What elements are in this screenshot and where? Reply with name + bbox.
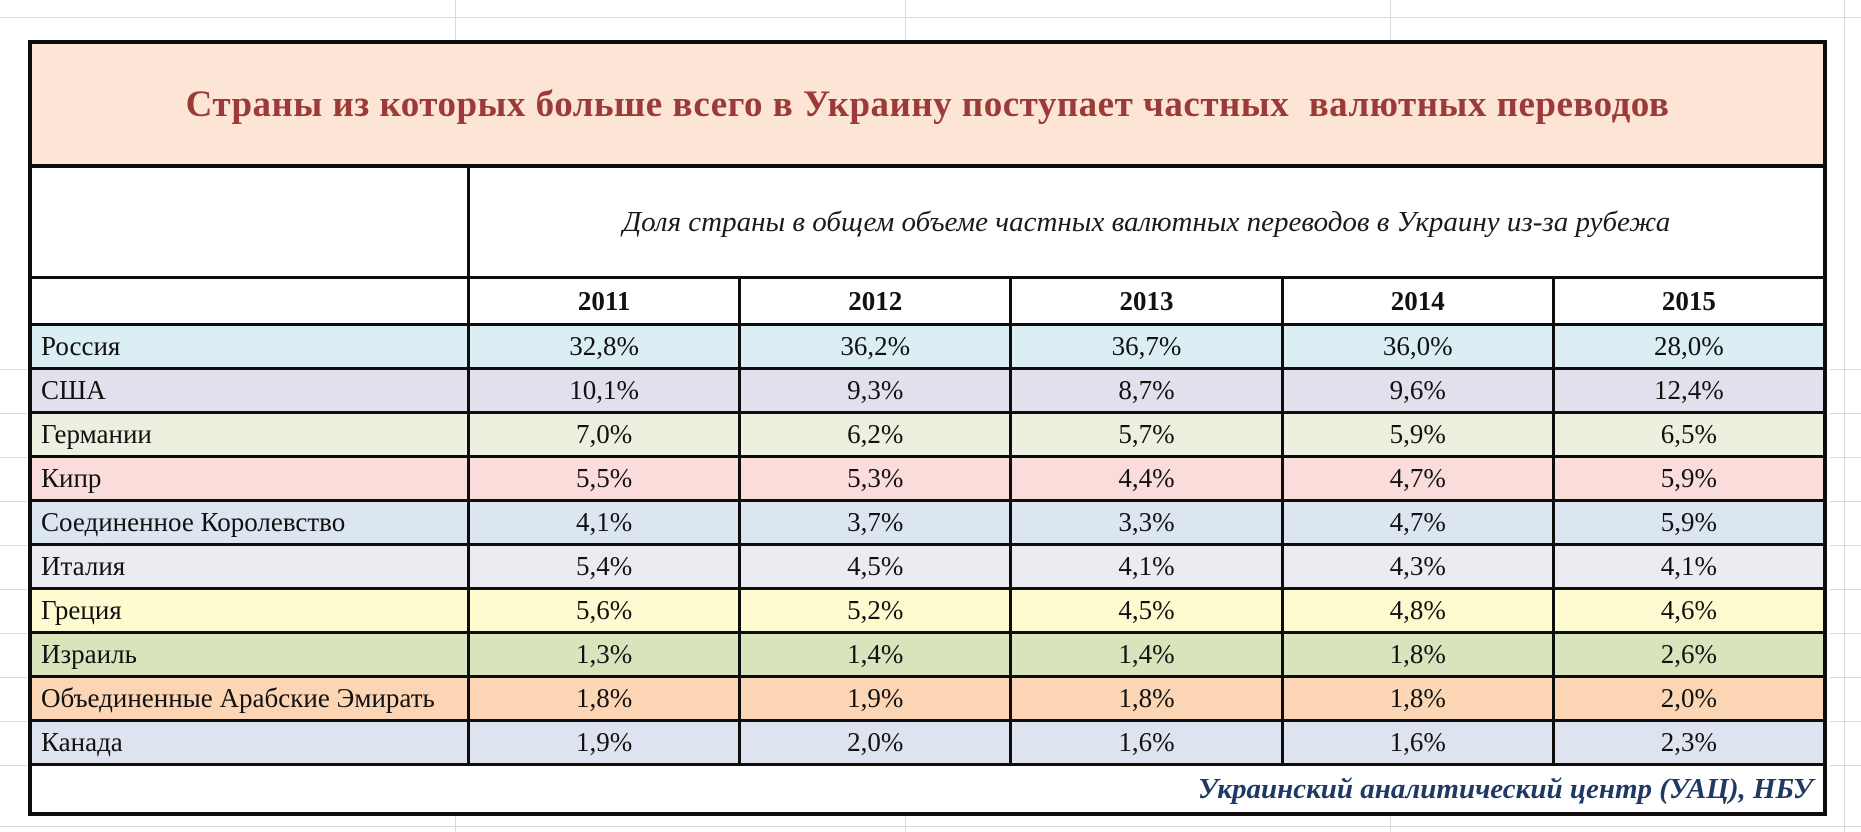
value-cell[interactable]: 1,8% xyxy=(467,678,738,719)
value-cell[interactable]: 1,8% xyxy=(1280,634,1552,675)
value-cell[interactable]: 1,4% xyxy=(738,634,1009,675)
sheet-gridline-ticks xyxy=(0,326,27,772)
year-header-2015[interactable]: 2015 xyxy=(1551,279,1823,323)
table-row: США 10,1% 9,3% 8,7% 9,6% 12,4% xyxy=(32,370,1823,414)
value-cell[interactable]: 5,6% xyxy=(467,590,738,631)
sheet-gridline xyxy=(0,17,1861,18)
table-row: Италия 5,4% 4,5% 4,1% 4,3% 4,1% xyxy=(32,546,1823,590)
source-credit[interactable]: Украинский аналитический центр (УАЦ), НБ… xyxy=(1197,772,1813,805)
value-cell[interactable]: 1,4% xyxy=(1009,634,1280,675)
subtitle-row: Доля страны в общем объеме частных валют… xyxy=(32,168,1823,279)
title-row: Страны из которых больше всего в Украину… xyxy=(32,44,1823,168)
value-cell[interactable]: 9,3% xyxy=(738,370,1009,411)
value-cell[interactable]: 6,5% xyxy=(1551,414,1823,455)
value-cell[interactable]: 12,4% xyxy=(1551,370,1823,411)
value-cell[interactable]: 2,3% xyxy=(1551,722,1823,763)
value-cell[interactable]: 28,0% xyxy=(1551,326,1823,367)
table-row: Германии 7,0% 6,2% 5,7% 5,9% 6,5% xyxy=(32,414,1823,458)
value-cell[interactable]: 36,0% xyxy=(1280,326,1552,367)
table-row: Соединенное Королевство 4,1% 3,7% 3,3% 4… xyxy=(32,502,1823,546)
value-cell[interactable]: 5,5% xyxy=(467,458,738,499)
value-cell[interactable]: 1,6% xyxy=(1009,722,1280,763)
value-cell[interactable]: 4,7% xyxy=(1280,502,1552,543)
value-cell[interactable]: 5,9% xyxy=(1280,414,1552,455)
country-cell[interactable]: Объединенные Арабские Эмирать xyxy=(41,683,435,713)
country-cell[interactable]: Соединенное Королевство xyxy=(41,507,346,537)
value-cell[interactable]: 4,1% xyxy=(1009,546,1280,587)
country-cell[interactable]: Кипр xyxy=(41,463,102,493)
table-row: Канада 1,9% 2,0% 1,6% 1,6% 2,3% xyxy=(32,722,1823,766)
value-cell[interactable]: 5,4% xyxy=(467,546,738,587)
table-row: Объединенные Арабские Эмирать 1,8% 1,9% … xyxy=(32,678,1823,722)
year-header-2012[interactable]: 2012 xyxy=(738,279,1009,323)
value-cell[interactable]: 4,5% xyxy=(1009,590,1280,631)
value-cell[interactable]: 1,9% xyxy=(467,722,738,763)
value-cell[interactable]: 4,7% xyxy=(1280,458,1552,499)
value-cell[interactable]: 4,5% xyxy=(738,546,1009,587)
value-cell[interactable]: 4,4% xyxy=(1009,458,1280,499)
table-row: Кипр 5,5% 5,3% 4,4% 4,7% 5,9% xyxy=(32,458,1823,502)
value-cell[interactable]: 5,2% xyxy=(738,590,1009,631)
value-cell[interactable]: 32,8% xyxy=(467,326,738,367)
sheet-gridline-ticks xyxy=(1830,326,1861,772)
value-cell[interactable]: 1,6% xyxy=(1280,722,1552,763)
country-cell[interactable]: Германии xyxy=(41,419,152,449)
value-cell[interactable]: 36,7% xyxy=(1009,326,1280,367)
header-corner-cell[interactable] xyxy=(32,279,467,323)
value-cell[interactable]: 7,0% xyxy=(467,414,738,455)
year-header-2014[interactable]: 2014 xyxy=(1280,279,1552,323)
value-cell[interactable]: 2,0% xyxy=(738,722,1009,763)
country-cell[interactable]: Россия xyxy=(41,331,121,361)
value-cell[interactable]: 4,6% xyxy=(1551,590,1823,631)
value-cell[interactable]: 4,1% xyxy=(1551,546,1823,587)
table-title[interactable]: Страны из которых больше всего в Украину… xyxy=(185,83,1670,125)
value-cell[interactable]: 1,3% xyxy=(467,634,738,675)
value-cell[interactable]: 3,3% xyxy=(1009,502,1280,543)
table-subtitle[interactable]: Доля страны в общем объеме частных валют… xyxy=(467,168,1823,276)
country-cell[interactable]: США xyxy=(41,375,106,405)
country-cell[interactable]: Греция xyxy=(41,595,122,625)
country-cell[interactable]: Италия xyxy=(41,551,126,581)
country-cell[interactable]: Канада xyxy=(41,727,123,757)
year-header-2013[interactable]: 2013 xyxy=(1009,279,1280,323)
value-cell[interactable]: 1,8% xyxy=(1280,678,1552,719)
table-body: Россия 32,8% 36,2% 36,7% 36,0% 28,0% США… xyxy=(32,326,1823,766)
value-cell[interactable]: 5,9% xyxy=(1551,458,1823,499)
source-row: Украинский аналитический центр (УАЦ), НБ… xyxy=(32,766,1823,812)
corner-empty-cell[interactable] xyxy=(32,168,467,276)
value-cell[interactable]: 1,8% xyxy=(1009,678,1280,719)
value-cell[interactable]: 9,6% xyxy=(1280,370,1552,411)
value-cell[interactable]: 4,8% xyxy=(1280,590,1552,631)
table-row: Израиль 1,3% 1,4% 1,4% 1,8% 2,6% xyxy=(32,634,1823,678)
year-header-row: 2011 2012 2013 2014 2015 xyxy=(32,279,1823,326)
value-cell[interactable]: 3,7% xyxy=(738,502,1009,543)
year-header-2011[interactable]: 2011 xyxy=(467,279,738,323)
value-cell[interactable]: 10,1% xyxy=(467,370,738,411)
value-cell[interactable]: 1,9% xyxy=(738,678,1009,719)
value-cell[interactable]: 8,7% xyxy=(1009,370,1280,411)
value-cell[interactable]: 36,2% xyxy=(738,326,1009,367)
value-cell[interactable]: 4,3% xyxy=(1280,546,1552,587)
value-cell[interactable]: 5,9% xyxy=(1551,502,1823,543)
value-cell[interactable]: 2,0% xyxy=(1551,678,1823,719)
table-row: Греция 5,6% 5,2% 4,5% 4,8% 4,6% xyxy=(32,590,1823,634)
value-cell[interactable]: 5,7% xyxy=(1009,414,1280,455)
value-cell[interactable]: 6,2% xyxy=(738,414,1009,455)
transfers-table: Страны из которых больше всего в Украину… xyxy=(28,40,1827,816)
value-cell[interactable]: 2,6% xyxy=(1551,634,1823,675)
country-cell[interactable]: Израиль xyxy=(41,639,137,669)
sheet-gridline xyxy=(0,826,1861,827)
value-cell[interactable]: 5,3% xyxy=(738,458,1009,499)
value-cell[interactable]: 4,1% xyxy=(467,502,738,543)
table-row: Россия 32,8% 36,2% 36,7% 36,0% 28,0% xyxy=(32,326,1823,370)
